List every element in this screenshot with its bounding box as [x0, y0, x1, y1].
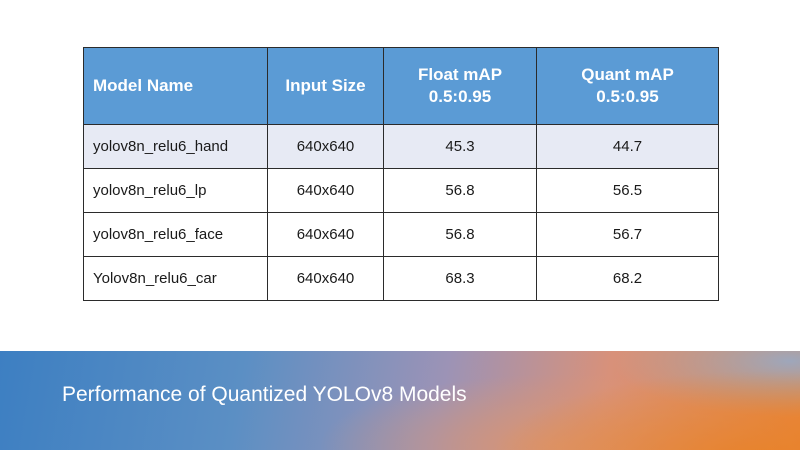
header-input-size: Input Size	[267, 47, 384, 125]
input-size-cell: 640x640	[267, 256, 384, 301]
footer-banner: Performance of Quantized YOLOv8 Models	[0, 351, 800, 450]
model-name-cell: yolov8n_relu6_lp	[83, 168, 268, 213]
input-size-cell: 640x640	[267, 212, 384, 257]
float-map-cell: 56.8	[383, 168, 537, 213]
table-row: yolov8n_relu6_hand 640x640 45.3 44.7	[83, 124, 719, 169]
input-size-cell: 640x640	[267, 124, 384, 169]
quant-map-cell: 56.7	[536, 212, 719, 257]
float-map-cell: 56.8	[383, 212, 537, 257]
table-row: Yolov8n_relu6_car 640x640 68.3 68.2	[83, 256, 719, 301]
slide-title: Performance of Quantized YOLOv8 Models	[62, 383, 467, 406]
input-size-cell: 640x640	[267, 168, 384, 213]
header-float-map: Float mAP 0.5:0.95	[383, 47, 537, 125]
float-map-cell: 68.3	[383, 256, 537, 301]
model-name-cell: yolov8n_relu6_face	[83, 212, 268, 257]
float-map-cell: 45.3	[383, 124, 537, 169]
model-name-cell: Yolov8n_relu6_car	[83, 256, 268, 301]
table-row: yolov8n_relu6_lp 640x640 56.8 56.5	[83, 168, 719, 213]
quant-map-cell: 56.5	[536, 168, 719, 213]
results-table: Model Name Input Size Float mAP 0.5:0.95 …	[83, 47, 719, 301]
model-name-cell: yolov8n_relu6_hand	[83, 124, 268, 169]
header-model-name: Model Name	[83, 47, 268, 125]
table-row: yolov8n_relu6_face 640x640 56.8 56.7	[83, 212, 719, 257]
header-quant-map: Quant mAP 0.5:0.95	[536, 47, 719, 125]
quant-map-cell: 44.7	[536, 124, 719, 169]
quant-map-cell: 68.2	[536, 256, 719, 301]
table-header-row: Model Name Input Size Float mAP 0.5:0.95 …	[83, 47, 719, 125]
